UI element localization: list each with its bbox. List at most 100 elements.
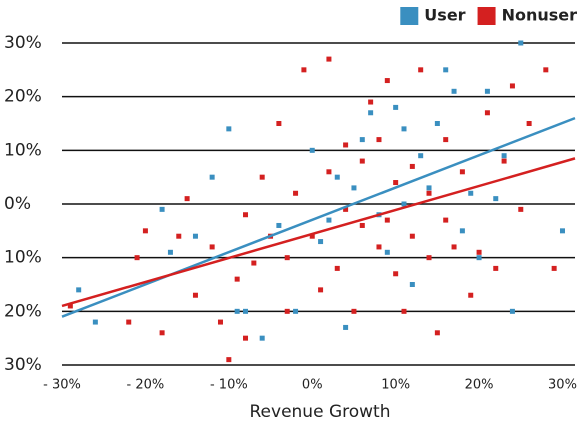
point <box>126 319 132 325</box>
point <box>334 174 340 180</box>
point <box>518 206 524 212</box>
point <box>159 206 165 212</box>
point <box>243 212 249 218</box>
point <box>276 121 282 126</box>
y-tick-label: 10% <box>4 248 42 268</box>
y-tick-label: 10% <box>4 140 42 160</box>
point <box>418 153 424 159</box>
point <box>518 40 524 46</box>
point <box>434 121 440 126</box>
point <box>468 292 474 298</box>
legend-swatch <box>400 7 419 25</box>
point <box>493 196 499 202</box>
legend-label: User <box>424 6 465 25</box>
trend-line <box>61 157 576 308</box>
point <box>359 222 365 228</box>
point <box>509 83 515 89</box>
point <box>443 67 449 73</box>
point <box>401 201 407 207</box>
point <box>309 233 315 239</box>
point <box>76 287 82 293</box>
point <box>559 228 565 234</box>
point <box>401 308 407 314</box>
point <box>209 244 215 250</box>
x-axis-label: Revenue Growth <box>250 402 391 422</box>
x-tick-label: 10% <box>381 378 410 393</box>
point <box>326 217 332 223</box>
point <box>459 228 465 234</box>
point <box>426 190 432 196</box>
point <box>192 292 198 298</box>
point <box>418 67 424 73</box>
point <box>426 255 432 261</box>
point <box>226 357 232 363</box>
point <box>67 303 73 309</box>
y-tick-label: 20% <box>4 87 42 107</box>
point <box>368 99 374 105</box>
point <box>284 255 290 261</box>
point <box>476 255 482 261</box>
point <box>326 56 332 62</box>
point <box>476 249 482 255</box>
point <box>334 265 340 271</box>
point <box>293 190 299 196</box>
point <box>351 308 357 314</box>
point <box>468 190 474 196</box>
point <box>226 126 232 132</box>
point <box>401 126 407 132</box>
point <box>543 67 549 73</box>
point <box>284 308 290 314</box>
point <box>251 260 257 266</box>
point <box>384 249 390 255</box>
point <box>384 217 390 223</box>
point <box>368 110 374 116</box>
x-tick-label: - 10% <box>210 378 248 393</box>
point <box>376 137 382 143</box>
point <box>134 255 140 261</box>
point <box>184 196 190 202</box>
point <box>243 308 249 314</box>
point <box>159 330 165 336</box>
point <box>176 233 182 239</box>
point <box>243 335 249 341</box>
point <box>526 121 532 126</box>
point <box>359 158 365 164</box>
x-tick-label: 0% <box>302 378 323 393</box>
point <box>409 163 415 169</box>
point <box>343 142 349 148</box>
point <box>217 319 223 325</box>
y-tick-label: 30% <box>4 33 42 53</box>
point <box>393 180 399 186</box>
point <box>92 319 98 325</box>
point <box>384 78 390 84</box>
point <box>343 206 349 212</box>
point <box>459 169 465 175</box>
point <box>276 222 282 228</box>
point <box>501 153 507 159</box>
legend-swatch <box>477 7 496 25</box>
y-tick-label: 0% <box>4 194 31 214</box>
point <box>501 158 507 164</box>
point <box>493 265 499 271</box>
point <box>209 174 215 180</box>
point <box>451 244 457 250</box>
point <box>409 233 415 239</box>
point <box>376 244 382 250</box>
point <box>351 185 357 191</box>
point <box>343 324 349 330</box>
point <box>451 88 457 94</box>
point <box>301 67 307 73</box>
trend-line <box>61 116 576 318</box>
point <box>393 104 399 110</box>
point <box>318 287 324 293</box>
point <box>167 249 173 255</box>
point <box>359 137 365 143</box>
point <box>443 217 449 223</box>
legend-label: Nonuser <box>502 6 578 25</box>
point <box>309 147 315 153</box>
x-tick-label: 30% <box>548 378 577 393</box>
point <box>293 308 299 314</box>
point <box>192 233 198 239</box>
x-tick-label: - 30% <box>43 378 81 393</box>
